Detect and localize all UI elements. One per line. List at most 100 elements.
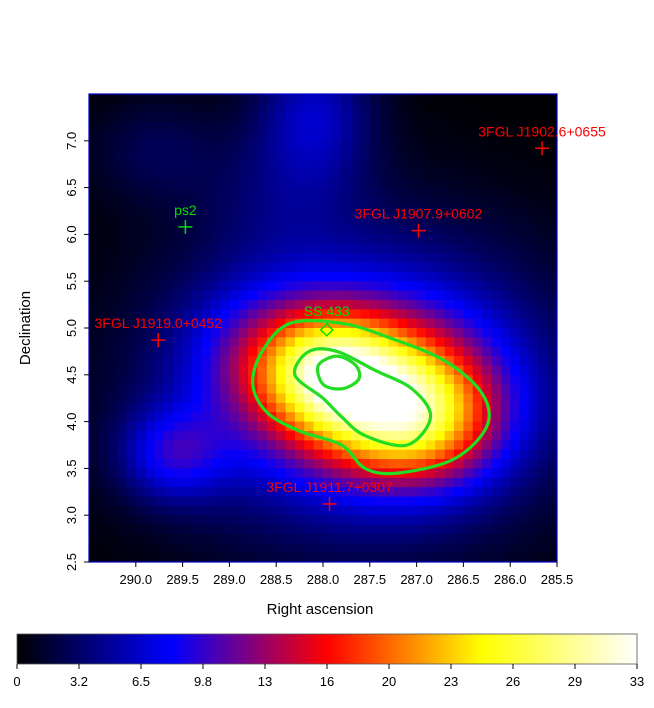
heatmap-cell <box>304 356 315 367</box>
heatmap-cell <box>351 318 362 329</box>
heatmap-cell <box>276 271 287 282</box>
heatmap-cell <box>182 168 193 179</box>
heatmap-cell <box>229 150 240 161</box>
heatmap-cell <box>89 299 99 310</box>
heatmap-cell <box>435 430 446 441</box>
heatmap-cell <box>463 103 474 114</box>
heatmap-cell <box>173 440 184 451</box>
heatmap-cell <box>182 365 193 376</box>
heatmap-cell <box>98 290 109 301</box>
heatmap-cell <box>313 477 324 488</box>
heatmap-cell <box>210 459 221 469</box>
y-tick-label: 2.5 <box>64 553 79 571</box>
heatmap-cell <box>285 496 296 507</box>
heatmap-cell <box>135 112 146 123</box>
heatmap-cell <box>519 103 530 114</box>
heatmap-cell <box>248 159 259 170</box>
y-tick-label: 6.5 <box>64 179 79 197</box>
heatmap-cell <box>304 178 315 189</box>
heatmap-cell <box>285 271 296 282</box>
heatmap-cell <box>547 168 557 179</box>
heatmap-cell <box>248 468 259 479</box>
heatmap-cell <box>407 215 418 226</box>
heatmap-cell <box>173 505 184 516</box>
heatmap-cell <box>107 187 118 198</box>
heatmap-cell <box>500 412 511 423</box>
heatmap-cell <box>519 533 530 544</box>
heatmap-cell <box>341 131 352 142</box>
heatmap-cell <box>229 402 240 413</box>
heatmap-cell <box>528 374 539 385</box>
heatmap-cell <box>276 496 287 507</box>
heatmap-cell <box>416 515 427 526</box>
heatmap-cell <box>126 356 137 367</box>
heatmap-cell <box>482 159 493 170</box>
heatmap-cell <box>425 159 436 170</box>
heatmap-cell <box>210 187 221 198</box>
contour-inner <box>315 354 362 391</box>
heatmap-cell <box>369 299 380 310</box>
contour-outer <box>251 319 491 476</box>
heatmap-cell <box>379 505 390 516</box>
heatmap-cell <box>220 150 230 161</box>
heatmap-cell <box>304 112 315 123</box>
heatmap-cell <box>145 309 156 320</box>
heatmap-cell <box>229 309 240 320</box>
heatmap-cell <box>238 290 249 301</box>
heatmap-cell <box>528 225 539 235</box>
heatmap-cell <box>182 131 193 142</box>
heatmap-cell <box>201 384 212 395</box>
heatmap-cell <box>332 505 343 516</box>
heatmap-cell <box>248 281 259 292</box>
heatmap-cell <box>220 103 230 114</box>
heatmap-cell <box>416 543 427 554</box>
heatmap-cell <box>126 374 137 385</box>
heatmap-cell <box>107 524 118 535</box>
heatmap-cell <box>444 477 455 488</box>
heatmap-cell <box>360 215 371 226</box>
heatmap-cell <box>98 430 109 441</box>
heatmap-cell <box>285 262 296 273</box>
heatmap-cell <box>163 103 174 114</box>
heatmap-cell <box>135 178 146 189</box>
heatmap-cell <box>510 365 521 376</box>
heatmap-cell <box>538 421 549 432</box>
heatmap-cell <box>425 365 436 376</box>
heatmap-cell <box>276 225 287 235</box>
heatmap-cell <box>360 515 371 526</box>
heatmap-cell <box>397 543 408 554</box>
heatmap-cell <box>482 281 493 292</box>
heatmap-cell <box>201 103 212 114</box>
heatmap-cell <box>248 328 259 338</box>
heatmap-cell <box>388 477 399 488</box>
heatmap-cell <box>229 271 240 282</box>
heatmap-cell <box>201 131 212 142</box>
heatmap-cell <box>210 94 221 104</box>
heatmap-cell <box>238 440 249 451</box>
heatmap-cell <box>444 524 455 535</box>
heatmap-cell <box>388 290 399 301</box>
heatmap-cell <box>407 112 418 123</box>
heatmap-cell <box>229 496 240 507</box>
heatmap-cell <box>323 122 333 133</box>
heatmap-cell <box>135 543 146 554</box>
heatmap-cell <box>229 168 240 179</box>
heatmap-cell <box>491 365 502 376</box>
heatmap-cell <box>360 552 371 562</box>
heatmap-cell <box>229 290 240 301</box>
heatmap-cell <box>191 374 202 385</box>
heatmap-cell <box>435 468 446 479</box>
heatmap-cell <box>163 159 174 170</box>
heatmap-cell <box>407 533 418 544</box>
heatmap-cell <box>191 159 202 170</box>
heatmap-cell <box>528 533 539 544</box>
heatmap-cell <box>500 178 511 189</box>
heatmap-cell <box>397 496 408 507</box>
heatmap-cell <box>266 140 277 151</box>
heatmap-cell <box>238 140 249 151</box>
heatmap-cell <box>444 402 455 413</box>
heatmap-cell <box>89 168 99 179</box>
heatmap-cell <box>191 477 202 488</box>
heatmap-cell <box>332 168 343 179</box>
heatmap-cell <box>510 150 521 161</box>
